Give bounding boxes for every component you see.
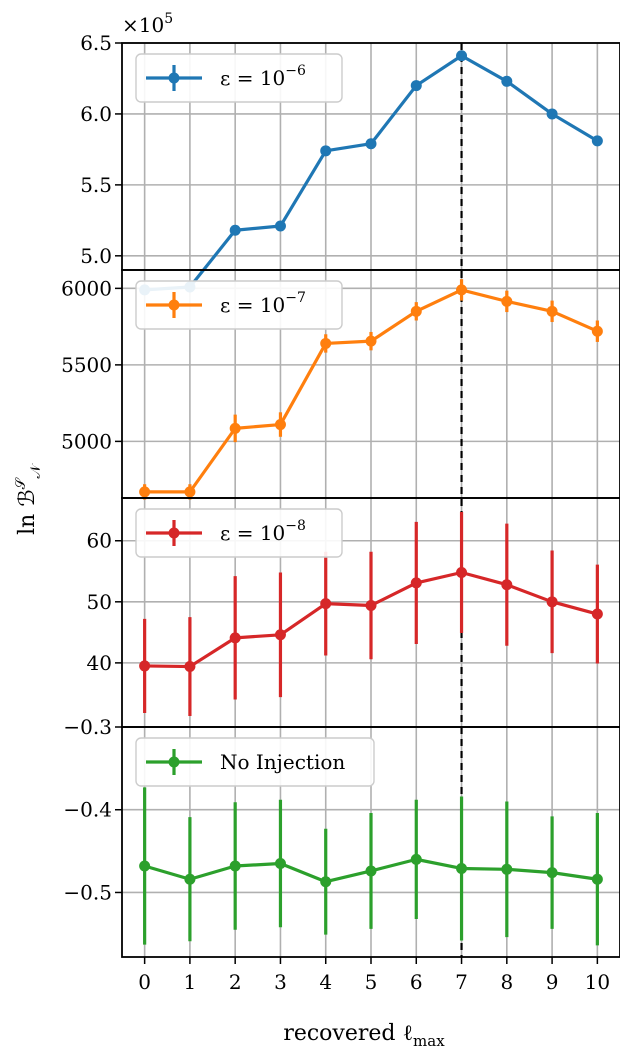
legend-marker-swatch [168,756,180,768]
data-point [410,305,422,317]
data-point [456,567,468,579]
legend-entry: ε = 10−8 [220,518,306,545]
legend-marker-swatch [168,72,180,84]
data-point [546,596,558,608]
x-tick-label: 9 [546,970,559,994]
label-layer: ×105 recovered ℓmax ln ℬ𝒮𝒩 [13,11,445,1049]
data-point [274,419,286,431]
grid-layer [122,42,620,957]
data-point [501,579,513,591]
data-point [229,860,241,872]
data-layer [139,50,603,946]
y-tick-label: 6.5 [80,31,112,55]
x-tick-label: 6 [410,970,423,994]
data-point [591,325,603,337]
data-point [274,220,286,232]
x-tick-label: 10 [585,970,610,994]
y-tick-label: 6000 [61,276,112,300]
data-point [184,873,196,885]
x-tick-label: 3 [274,970,287,994]
data-point [184,486,196,498]
legend-box [135,53,343,103]
data-point [139,860,151,872]
data-point [410,577,422,589]
data-point [546,305,558,317]
x-tick-label: 4 [319,970,332,994]
legend-marker-swatch [168,299,180,311]
x-axis-title: recovered ℓmax [283,1021,445,1049]
data-point [229,224,241,236]
data-point [320,337,332,349]
data-point [320,145,332,157]
legend-box [135,508,343,558]
data-point [501,863,513,875]
data-point [139,660,151,672]
x-tick-label: 7 [455,970,468,994]
y-scale-label: ×105 [122,11,173,37]
data-point [229,632,241,644]
data-point [591,873,603,885]
data-point [184,661,196,673]
x-tick-label: 0 [138,970,151,994]
y-tick-label: 40 [87,651,112,675]
y-tick-label: −0.5 [63,880,112,904]
y-tick-label: −0.4 [63,798,112,822]
data-point [320,598,332,610]
data-point [546,108,558,120]
y-tick-label: 50 [87,590,112,614]
data-point [365,865,377,877]
data-point [410,853,422,865]
data-point [365,599,377,611]
data-point [365,335,377,347]
legend-layer: ε = 10−6 ε = 10−7 ε = 10−8 No Injection [135,53,375,787]
x-tick-label: 8 [500,970,513,994]
data-point [365,138,377,150]
legend-entry: ε = 10−7 [220,290,306,317]
data-point [229,422,241,434]
y-tick-label: −0.3 [63,715,112,739]
legend-marker-swatch [168,527,180,539]
y-tick-label: 5.5 [80,173,112,197]
y-tick-label: 5.0 [80,244,112,268]
x-tick-label: 5 [365,970,378,994]
x-tick-label: 2 [229,970,242,994]
data-point [591,608,603,620]
legend-entry: ε = 10−6 [220,63,306,90]
data-point [546,867,558,879]
data-point [274,629,286,641]
data-point [456,50,468,62]
data-point [139,486,151,498]
legend-box [135,737,375,787]
x-tick-label: 1 [184,970,197,994]
data-point [501,295,513,307]
legend-box [135,280,343,330]
data-point [456,862,468,874]
y-tick-label: 60 [87,529,112,553]
y-tick-label: 5000 [61,429,112,453]
axes-layer: 5.05.56.06.5500055006000405060−0.3−0.4−0… [61,31,620,994]
y-tick-label: 5500 [61,353,112,377]
data-point [501,75,513,87]
data-point [410,80,422,92]
data-point [456,284,468,296]
data-point [274,858,286,870]
y-axis-title: ln ℬ𝒮𝒩 [13,463,44,535]
y-tick-label: 6.0 [80,102,112,126]
data-point [591,135,603,147]
legend-entry: No Injection [220,750,345,774]
data-point [320,876,332,888]
